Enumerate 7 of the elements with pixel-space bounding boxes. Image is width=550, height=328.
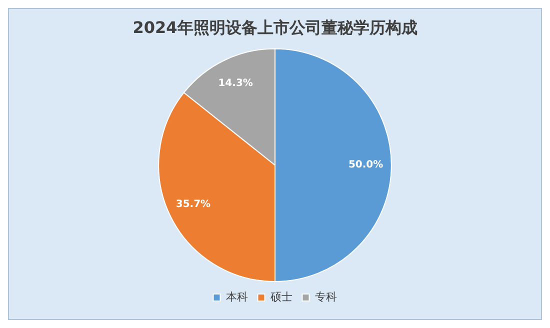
legend-label: 专科 [314,290,337,304]
data-label: 35.7% [176,199,211,210]
data-label: 14.3% [218,78,253,89]
legend-label: 硕士 [269,290,292,304]
legend-label: 本科 [226,290,248,304]
data-label: 50.0% [348,160,384,171]
chart-title: 2024年照明设备上市公司董秘学历构成 [132,18,418,37]
